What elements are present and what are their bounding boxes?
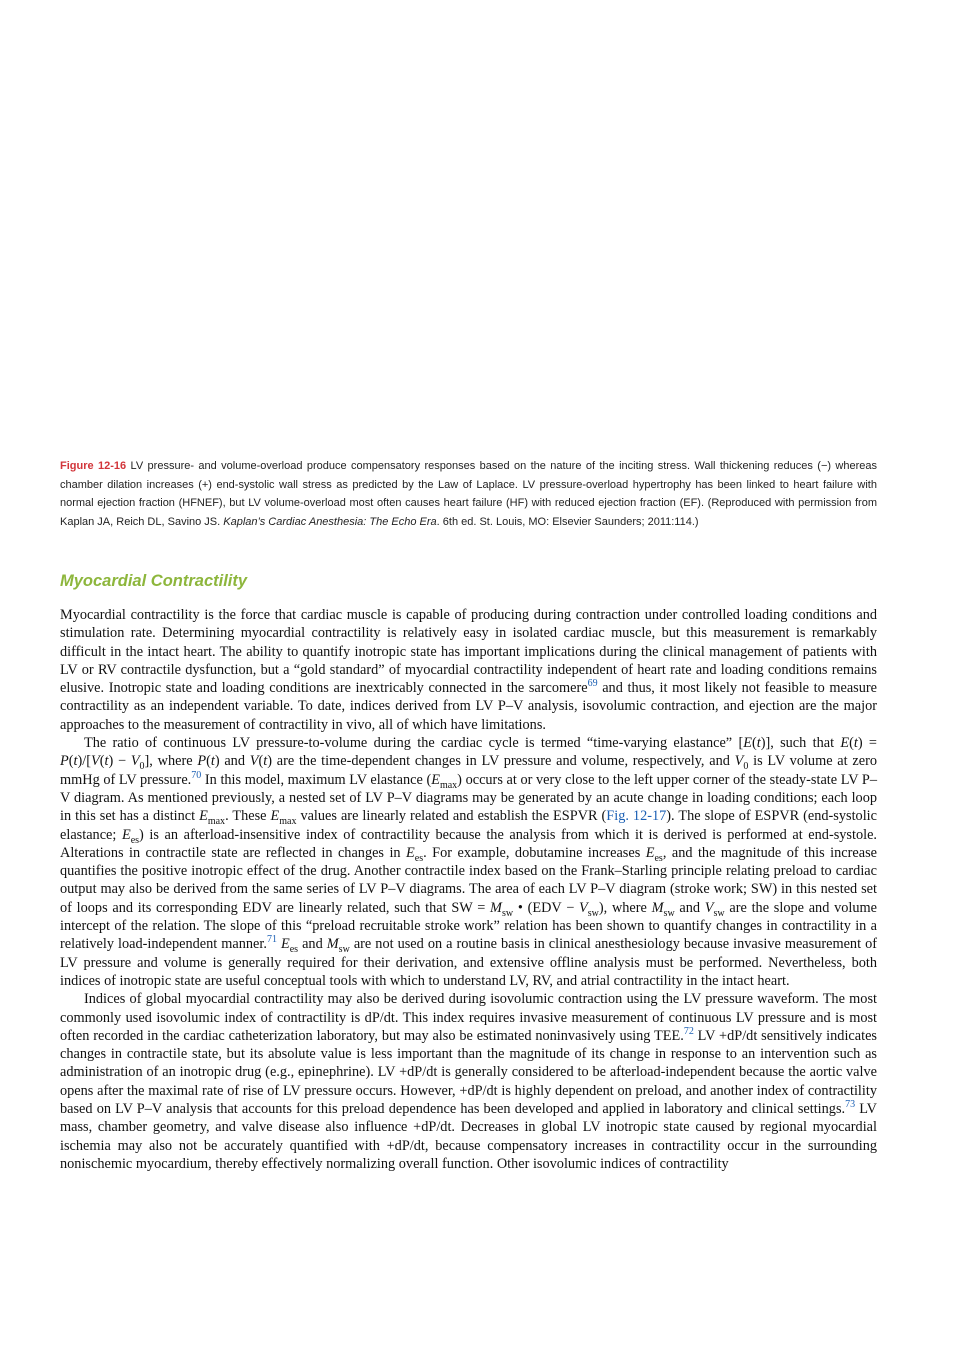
text-run[interactable]: is LV volume at zero mmHg of LV pressure…: [60, 753, 877, 788]
text-run[interactable]: (: [258, 753, 264, 770]
italic: V: [579, 899, 588, 916]
text-run[interactable]: ) =: [857, 735, 877, 752]
subscript: es: [654, 852, 663, 864]
italic: E: [840, 735, 850, 752]
subscript: max: [207, 816, 226, 828]
text-run[interactable]: ) is an afterload-insensitive index of c…: [60, 826, 878, 861]
text-run[interactable]: and: [674, 899, 705, 916]
reference: 69: [587, 678, 598, 690]
italic: t: [756, 735, 761, 752]
subscript: es: [289, 944, 299, 956]
text-run[interactable]: (: [68, 753, 74, 770]
italic: Kaplan’s Cardiac Anesthesia: The Echo Er…: [223, 515, 437, 528]
text-run[interactable]: LV pressure- and volume-overload produce…: [60, 460, 877, 528]
subscript: es: [414, 852, 424, 864]
text-run[interactable]: Myocardial contractility is the force th…: [60, 607, 877, 697]
subscript: 0: [139, 761, 145, 773]
text-run[interactable]: ) are the time-dependent changes in LV p…: [267, 753, 735, 770]
reference: 71: [266, 934, 277, 946]
text-run[interactable]: LV mass, chamber geometry, and valve dis…: [60, 1101, 877, 1172]
text-run[interactable]: and thus, it most likely not feasible to…: [60, 680, 877, 733]
text-run[interactable]: . 6th ed. St. Louis, MO: Elsevier Saunde…: [436, 515, 699, 528]
section-heading: Myocardial Contractility: [60, 572, 248, 590]
text-run[interactable]: Indices of global myocardial contractili…: [60, 991, 877, 1044]
italic: E: [743, 735, 752, 752]
italic: t: [104, 753, 109, 770]
text-run[interactable]: In this model, maximum LV elastance (: [201, 771, 432, 788]
figure-caption: Figure 12-16 LV pressure- and volume-ove…: [60, 457, 877, 531]
italic: V: [734, 753, 744, 770]
reference: 72: [683, 1026, 694, 1038]
figure-link[interactable]: Fig. 12-17: [606, 808, 667, 825]
text-run[interactable]: ). The slope of ESPVR (end-systolic elas…: [60, 808, 877, 843]
subscript: max: [279, 816, 297, 828]
italic: P: [197, 753, 207, 770]
italic: t: [210, 753, 215, 770]
text-run[interactable]: The ratio of continuous LV pressure-to-v…: [84, 735, 744, 752]
subscript: 0: [743, 761, 749, 773]
text-run[interactable]: . For example, dobutamine increases: [423, 844, 646, 861]
italic: E: [406, 844, 415, 861]
italic: E: [199, 808, 208, 825]
subscript: sw: [663, 907, 675, 919]
text-run[interactable]: (: [849, 735, 854, 752]
text-run[interactable]: , and the magnitude of this increase qua…: [60, 844, 878, 916]
paragraph: Myocardial contractility is the force th…: [60, 606, 877, 734]
text-run[interactable]: (: [99, 753, 105, 770]
figure-label: Figure 12-16: [60, 460, 127, 472]
italic: E: [645, 844, 655, 861]
text-run[interactable]: • (EDV −: [513, 899, 580, 916]
text-run[interactable]: . These: [225, 808, 271, 825]
italic: P: [60, 753, 69, 770]
italic: t: [853, 735, 858, 752]
paragraph: The ratio of continuous LV pressure-to-v…: [60, 734, 877, 990]
text-run[interactable]: LV +dP/dt sensitively indicates changes …: [60, 1027, 877, 1118]
subscript: sw: [713, 907, 725, 919]
reference: 70: [191, 769, 202, 781]
italic: E: [431, 771, 440, 788]
italic: E: [270, 808, 280, 825]
italic: M: [490, 899, 502, 916]
text-run[interactable]: ], where: [144, 753, 198, 770]
text-run[interactable]: are not used on a routine basis in clini…: [60, 936, 877, 989]
text-run[interactable]: )], such that: [760, 735, 841, 752]
italic: V: [90, 753, 100, 770]
text-run[interactable]: )/[: [77, 753, 91, 770]
subscript: sw: [501, 907, 514, 919]
italic: t: [73, 753, 78, 770]
text-run[interactable]: (: [206, 753, 211, 770]
text-run[interactable]: ) occurs at or very close to the left up…: [60, 771, 877, 825]
subscript: sw: [587, 907, 599, 919]
italic: V: [130, 753, 140, 770]
subscript: max: [439, 779, 458, 791]
text-run[interactable]: and: [298, 936, 327, 953]
text-run[interactable]: ) and: [214, 753, 250, 770]
italic: M: [651, 899, 664, 916]
body-text: Myocardial contractility is the force th…: [60, 606, 877, 1173]
text-run[interactable]: (: [751, 735, 757, 752]
reference: 73: [845, 1099, 856, 1111]
italic: V: [249, 753, 259, 770]
subscript: es: [130, 834, 140, 846]
italic: E: [121, 826, 131, 843]
text-run[interactable]: ) −: [108, 753, 131, 770]
paragraph: Indices of global myocardial contractili…: [60, 990, 877, 1173]
text-run[interactable]: ), where: [598, 899, 652, 916]
italic: t: [263, 753, 268, 770]
text-run[interactable]: values are linearly related and establis…: [296, 808, 607, 825]
italic: E: [280, 936, 290, 953]
text-run[interactable]: are the slope and volume intercept of th…: [60, 899, 877, 953]
subscript: sw: [338, 944, 350, 956]
italic: M: [326, 936, 339, 953]
italic: V: [704, 899, 714, 916]
